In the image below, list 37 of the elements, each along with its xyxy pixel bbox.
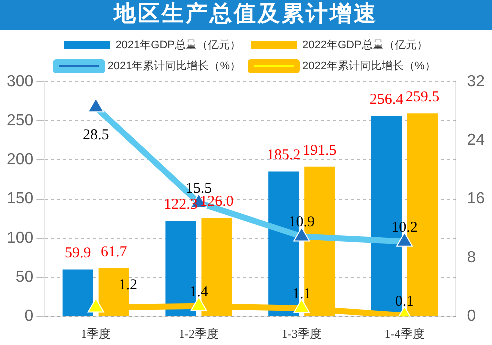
data-label: 259.5 (406, 90, 440, 106)
data-label: 61.7 (101, 244, 128, 260)
x-tick-label: 1-3季度 (282, 326, 322, 341)
y-tick-label: 200 (6, 152, 34, 169)
y-tick-label: 50 (16, 268, 34, 286)
y2-tick-label: 8 (467, 249, 476, 266)
data-label: 256.4 (370, 92, 404, 108)
data-label: 15.5 (186, 180, 212, 197)
legend-label: 2021年累计同比增长（%） (108, 60, 242, 73)
data-label: 191.5 (303, 142, 337, 159)
y2-tick-label: 24 (467, 132, 486, 150)
legend-label: 2022年累计同比增长（%） (302, 60, 436, 73)
data-label: 10.9 (288, 214, 316, 231)
data-label: 1.1 (292, 286, 312, 302)
data-label: 10.2 (392, 220, 418, 236)
y-tick-label: 100 (6, 230, 34, 247)
y2-tick-label: 32 (467, 73, 486, 90)
y-tick-label: 250 (6, 112, 34, 130)
y2-tick-label: 16 (467, 190, 486, 208)
x-tick-label: 1-4季度 (384, 326, 425, 341)
data-label: 59.9 (65, 246, 92, 262)
chart-title: 地区生产总值及累计增速 (0, 0, 492, 30)
y-tick-label: 300 (6, 73, 34, 90)
y-tick-label: 150 (6, 190, 34, 208)
legend-label: 2022年GDP总量（亿元） (302, 38, 428, 52)
data-label: 126.0 (200, 194, 234, 210)
data-label: 185.2 (267, 148, 301, 164)
legend-label: 2021年GDP总量（亿元） (116, 38, 242, 52)
bar (62, 270, 94, 316)
data-label: 122.3 (164, 196, 198, 213)
y2-tick-label: 0 (467, 308, 476, 326)
data-label: 0.1 (395, 294, 414, 310)
x-tick-label: 1季度 (81, 326, 112, 341)
y-tick-label: 0 (24, 308, 34, 326)
data-label: 28.5 (83, 128, 110, 144)
x-tick-label: 1-2季度 (179, 326, 220, 341)
data-label: 1.4 (190, 284, 209, 300)
